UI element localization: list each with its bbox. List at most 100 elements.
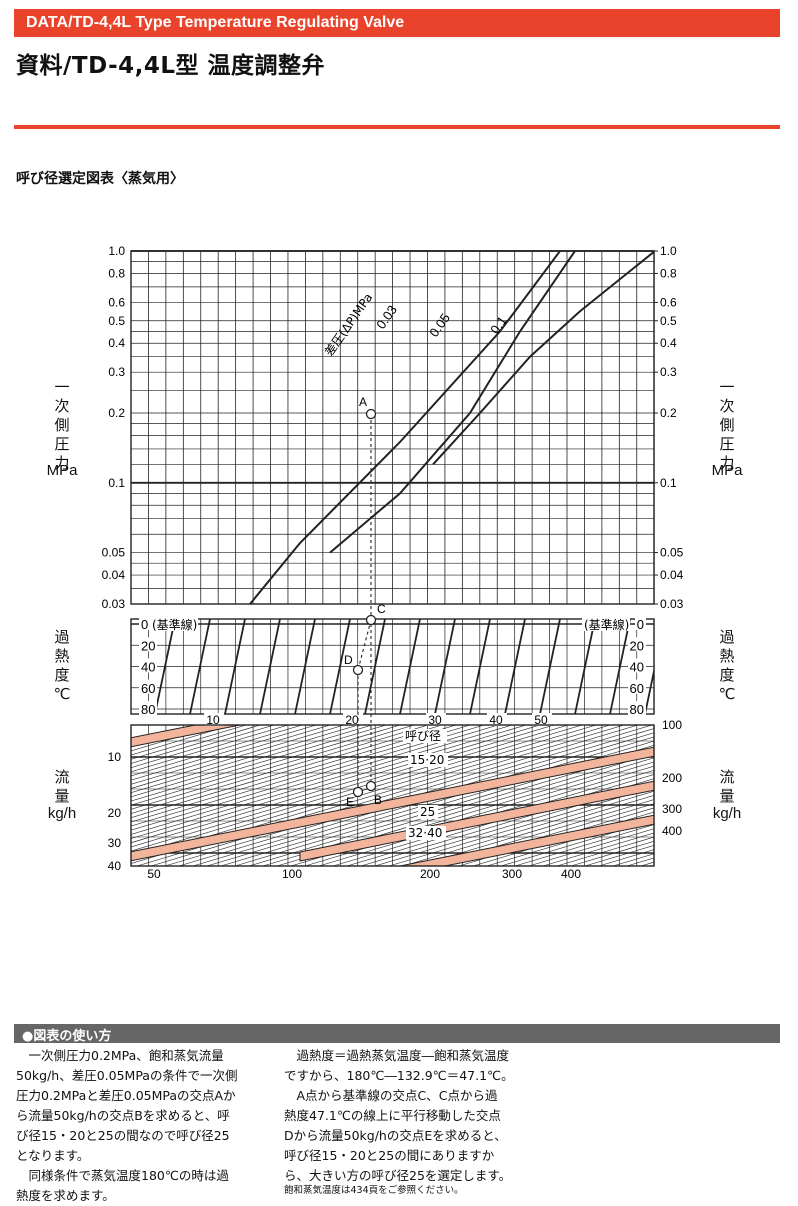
axis-label-char: 次 <box>719 397 735 415</box>
superheat-parallel-line <box>644 666 654 714</box>
flow-diagonal-line <box>131 725 332 785</box>
flow-tick-bottom: 100 <box>282 867 302 881</box>
axis-label-char: 側 <box>719 416 735 434</box>
axis-label-char: 一 <box>54 378 70 396</box>
superheat-tick-left: 40 <box>141 660 155 675</box>
flow-tick-left: 20 <box>108 806 122 820</box>
flow-diagonal-line <box>131 725 388 802</box>
superheat-parallel-line <box>294 619 316 714</box>
flow-diagonal-line <box>332 770 654 866</box>
pressure-tick-right: 0.3 <box>660 365 677 379</box>
pressure-tick-left: 0.5 <box>108 314 125 328</box>
flow-tick-right: 400 <box>662 824 682 838</box>
flow-diagonal-line <box>131 725 220 752</box>
dp-curve-label: 0.05 <box>426 310 453 339</box>
flow-tick-left: 10 <box>108 750 122 764</box>
dp-curve-0.05 <box>329 251 576 554</box>
usage-line: 熱度47.1℃の線上に平行移動した交点 <box>284 1108 501 1123</box>
superheat-parallel-line <box>224 619 246 714</box>
superheat-tick-bg <box>139 679 157 694</box>
axis-label-char: 熱 <box>719 647 735 665</box>
superheat-parallel-line <box>189 619 211 714</box>
flow-axis-label-left: 流量 <box>47 768 77 806</box>
flow-axis-label-right: 流量 <box>712 768 742 806</box>
pressure-tick-right: 0.5 <box>660 314 677 328</box>
superheat-axis-tick: 10 <box>206 713 220 727</box>
band-label-bg <box>403 729 447 743</box>
baseline-label-bg <box>150 616 198 631</box>
superheat-parallel-line <box>504 619 526 714</box>
superheat-tick-right: 40 <box>630 660 644 675</box>
usage-title: ●図表の使い方 <box>22 1029 112 1044</box>
axis-label-char: 過 <box>719 628 735 646</box>
flow-diagonal-line <box>131 725 430 814</box>
pressure-tick-left: 0.05 <box>102 546 126 560</box>
diameter-band <box>131 725 243 748</box>
usage-left-paragraph: 一次側圧力0.2MPa、飽和蒸気流量 50kg/h、差圧0.05MPaの条件で一次… <box>16 1046 256 1206</box>
point-a-label: A <box>359 395 367 409</box>
superheat-tick-bg <box>139 616 150 630</box>
superheat-axis-tick: 20 <box>345 713 359 727</box>
flow-diagonal-line <box>570 840 654 866</box>
selection-chart: 1.0 1.0 0.8 0.8 0.6 0.6 0.5 0.5 0.4 0.4 0.3 0.3 0.2 0… <box>102 244 684 881</box>
flow-tick-bottom: 50 <box>147 867 161 881</box>
superheat-tick-left: 80 <box>141 702 155 717</box>
usage-line: 同様条件で蒸気温度180℃の時は過 <box>16 1168 229 1183</box>
superheat-axis-tick-bg <box>487 713 507 726</box>
flow-tick-left: 30 <box>108 836 122 850</box>
pressure-tick-left: 1.0 <box>108 244 125 258</box>
flow-diagonal-line <box>131 725 276 768</box>
flow-tick-bottom: 300 <box>502 867 522 881</box>
axis-label-char: 量 <box>719 787 735 805</box>
dp-curve-0.1 <box>432 251 654 466</box>
usage-line: 過熱度＝過熱蒸気温度―飽和蒸気温度 <box>284 1048 510 1063</box>
band-label-15-20: 15·20 <box>410 753 444 767</box>
superheat-axis-tick-bg <box>532 713 552 726</box>
pressure-tick-left: 0.8 <box>108 266 125 280</box>
pressure-label-right-text: 一次側圧力 <box>712 378 742 473</box>
point-b-marker <box>365 780 377 792</box>
pressure-label-left-text: 一次側圧力 <box>47 378 77 473</box>
axis-label-char: 熱 <box>54 647 70 665</box>
axis-label-char: 力 <box>54 454 70 472</box>
header-rule <box>14 125 780 129</box>
superheat-axis-tick: 50 <box>534 713 548 727</box>
point-c-marker <box>365 614 377 626</box>
dp-curve-0.03 <box>249 251 561 604</box>
flow-tick-left: 40 <box>108 859 122 873</box>
usage-line: び径15・20と25の間なので呼び径25 <box>16 1128 230 1143</box>
superheat-axis-tick-bg <box>426 713 446 726</box>
flow-diagonal-line <box>131 725 262 764</box>
pressure-tick-right: 0.4 <box>660 336 677 350</box>
usage-line: 50kg/h、差圧0.05MPaの条件で一次側 <box>16 1068 238 1083</box>
superheat-tick-right: 80 <box>630 702 644 717</box>
usage-line: 呼び径15・20と25の間にありますか <box>284 1148 495 1163</box>
superheat-tick-bg <box>628 679 646 694</box>
diameter-band <box>299 780 654 862</box>
flow-diagonal-line <box>542 832 654 866</box>
superheat-axis-label-right: 過熱度 ℃ <box>712 628 742 704</box>
usage-line: 熱度を求めます。 <box>16 1188 115 1203</box>
axis-label-char: 過 <box>54 628 70 646</box>
point-b-label: B <box>374 793 382 807</box>
axis-label-char: 度 <box>54 666 70 684</box>
point-c-label: C <box>377 602 386 616</box>
superheat-parallel-line <box>539 619 561 714</box>
nominal-diameter-label: 呼び径 <box>405 729 441 743</box>
flow-diagonal-line <box>262 749 654 866</box>
flow-diagonal-line <box>131 725 304 777</box>
axis-label-char: 圧 <box>719 435 735 453</box>
flow-diagonal-line <box>500 820 654 866</box>
point-d-label: D <box>344 653 353 667</box>
band-label-32-40: 32·40 <box>408 826 442 840</box>
superheat-parallel-line <box>434 619 456 714</box>
superheat-parallel-line <box>329 619 351 714</box>
dp-curve-label: 0.03 <box>373 302 400 331</box>
pressure-tick-right: 0.6 <box>660 295 677 309</box>
band-label-bg <box>406 826 446 840</box>
flow-diagonal-line <box>150 725 626 866</box>
superheat-frame <box>130 618 655 715</box>
axis-label-char: 流 <box>54 768 70 786</box>
usage-header-bar: ●図表の使い方 <box>14 1024 780 1044</box>
header-bar-text: DATA/TD-4,4L Type Temperature Regulating… <box>26 14 405 31</box>
